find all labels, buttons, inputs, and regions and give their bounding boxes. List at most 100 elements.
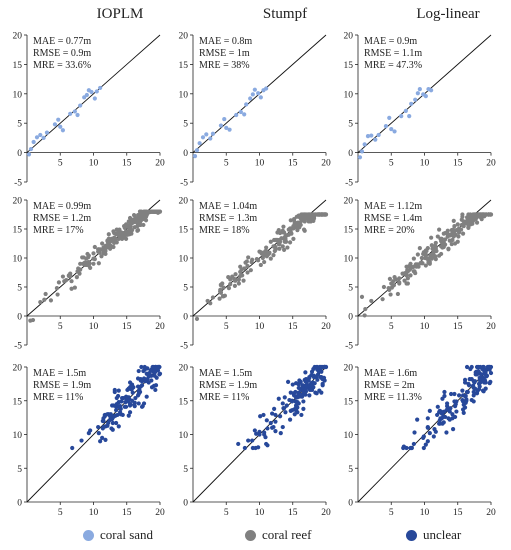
data-point — [407, 114, 412, 119]
data-point — [307, 375, 312, 380]
data-point — [154, 375, 159, 380]
x-tick-label: 10 — [255, 322, 265, 332]
data-point — [126, 395, 131, 400]
unclear-swatch — [406, 529, 417, 541]
data-point — [389, 285, 395, 290]
data-point — [58, 124, 63, 129]
data-point — [433, 257, 438, 262]
x-tick-label: 10 — [89, 322, 99, 332]
data-point — [265, 426, 270, 431]
y-tick-label: -5 — [345, 342, 353, 352]
data-point — [123, 404, 129, 409]
data-point — [92, 244, 97, 250]
data-point — [435, 234, 440, 239]
data-point — [476, 368, 481, 374]
data-point — [139, 364, 144, 370]
data-point — [280, 401, 285, 406]
data-point — [291, 236, 296, 241]
x-tick-label: 20 — [321, 508, 331, 518]
x-tick-label: 10 — [89, 159, 99, 169]
data-point — [388, 292, 393, 297]
x-tick-label: 15 — [453, 508, 463, 518]
data-point — [138, 214, 143, 219]
data-point — [431, 247, 436, 252]
data-point — [321, 364, 327, 370]
data-point — [423, 94, 428, 99]
data-point — [74, 275, 79, 280]
data-point — [448, 406, 453, 411]
data-point — [103, 424, 108, 429]
data-point — [92, 96, 97, 101]
data-point — [84, 92, 89, 98]
y-tick-label: 0 — [183, 499, 188, 509]
data-point — [101, 418, 106, 424]
data-point — [412, 430, 417, 435]
data-point — [472, 379, 478, 384]
data-point — [122, 231, 127, 236]
y-tick-label: -5 — [180, 342, 188, 352]
data-point — [311, 366, 316, 372]
data-point — [289, 231, 294, 236]
data-point — [38, 299, 43, 305]
data-point — [429, 243, 434, 248]
data-point — [415, 91, 420, 96]
data-point — [28, 146, 34, 152]
y-tick-label: -5 — [345, 179, 353, 189]
data-point — [380, 297, 385, 302]
x-tick-label: 20 — [486, 322, 496, 332]
data-point — [239, 267, 244, 272]
coral-sand-swatch — [83, 529, 94, 541]
data-point — [218, 287, 223, 292]
x-tick-label: 10 — [420, 508, 430, 518]
data-point — [141, 216, 147, 221]
data-point — [449, 241, 454, 247]
y-tick-label: 15 — [13, 397, 23, 407]
column-title-ioplm: IOPLM — [96, 6, 144, 22]
stat-label: MAE = 1.5m — [33, 368, 86, 379]
data-point — [435, 404, 440, 409]
data-point — [277, 246, 282, 251]
data-point — [64, 277, 69, 283]
x-tick-label: 5 — [389, 508, 394, 518]
legend-label-unclear: unclear — [423, 527, 462, 542]
data-point — [469, 364, 474, 370]
data-point — [321, 212, 326, 217]
data-point — [417, 246, 422, 251]
data-point — [397, 276, 402, 281]
data-point — [127, 232, 132, 237]
data-point — [34, 135, 40, 140]
data-point — [248, 96, 253, 101]
y-tick-label: 20 — [344, 32, 354, 42]
data-point — [466, 225, 471, 230]
data-point — [125, 224, 130, 229]
data-point — [204, 132, 209, 137]
x-tick-label: 20 — [155, 322, 165, 332]
data-point — [288, 218, 293, 223]
data-point — [462, 377, 468, 382]
y-tick-label: 10 — [13, 255, 23, 265]
stat-label: MRE = 17% — [33, 225, 84, 236]
y-tick-label: 5 — [17, 465, 22, 475]
data-point — [77, 267, 82, 272]
data-point — [244, 102, 249, 107]
y-tick-label: 15 — [179, 61, 189, 71]
data-point — [428, 253, 433, 258]
data-point — [289, 399, 295, 404]
data-point — [280, 244, 285, 249]
data-point — [259, 251, 264, 256]
data-point — [402, 278, 407, 283]
data-point — [429, 88, 434, 93]
x-tick-label: 15 — [122, 322, 132, 332]
data-point — [465, 389, 470, 395]
y-tick-label: 15 — [344, 61, 354, 71]
data-point — [433, 243, 438, 248]
data-point — [52, 122, 58, 127]
data-point — [252, 428, 257, 433]
data-point — [421, 445, 426, 451]
y-tick-label: 15 — [344, 226, 354, 236]
data-point — [424, 248, 429, 254]
data-point — [262, 432, 267, 437]
data-point — [85, 251, 90, 257]
data-point — [127, 380, 133, 385]
data-point — [283, 410, 288, 415]
